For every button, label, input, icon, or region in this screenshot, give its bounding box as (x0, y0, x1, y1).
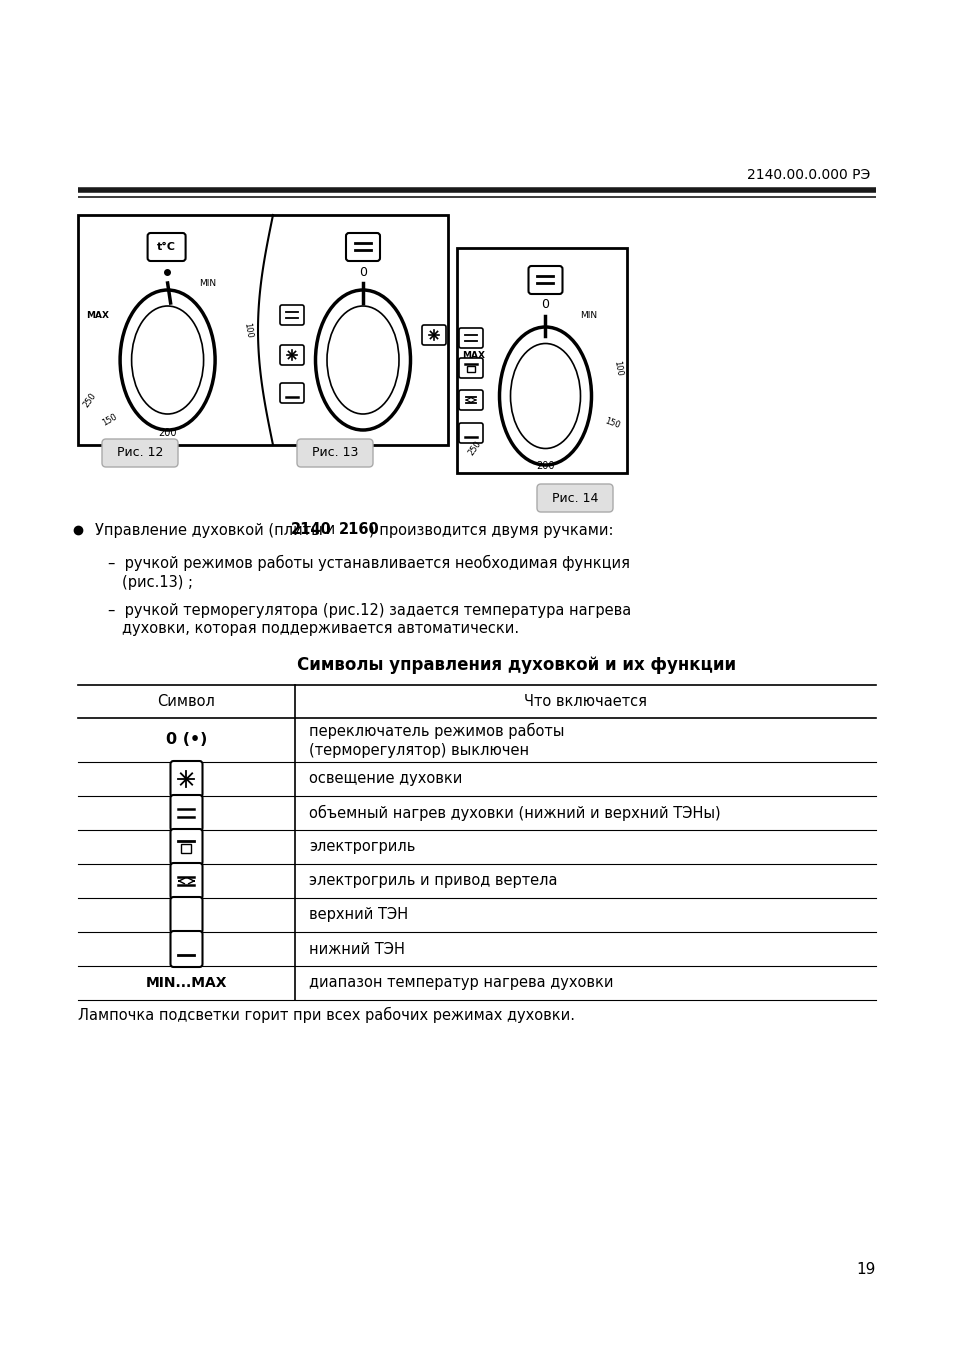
Text: переключатель режимов работы: переключатель режимов работы (309, 722, 564, 738)
Text: –  ручкой терморегулятора (рис.12) задается температура нагрева: – ручкой терморегулятора (рис.12) задает… (108, 602, 631, 617)
Text: 0: 0 (358, 266, 367, 279)
Ellipse shape (327, 306, 398, 414)
Text: MAX: MAX (461, 351, 484, 360)
FancyBboxPatch shape (280, 305, 304, 325)
Text: 100: 100 (242, 321, 253, 339)
FancyBboxPatch shape (171, 761, 202, 796)
Text: нижний ТЭН: нижний ТЭН (309, 941, 404, 957)
Text: 0 (•): 0 (•) (166, 733, 207, 748)
Text: Рис. 14: Рис. 14 (551, 491, 598, 505)
FancyBboxPatch shape (458, 390, 482, 410)
Ellipse shape (510, 343, 579, 448)
Text: Управление духовкой (плиты: Управление духовкой (плиты (95, 522, 327, 537)
FancyBboxPatch shape (148, 234, 186, 261)
FancyBboxPatch shape (467, 366, 475, 373)
FancyBboxPatch shape (171, 931, 202, 967)
Text: Символы управления духовкой и их функции: Символы управления духовкой и их функции (296, 656, 736, 674)
FancyBboxPatch shape (296, 439, 373, 467)
FancyBboxPatch shape (171, 896, 202, 933)
Text: объемный нагрев духовки (нижний и верхний ТЭНы): объемный нагрев духовки (нижний и верхни… (309, 805, 720, 821)
Text: ) производится двумя ручками:: ) производится двумя ручками: (369, 522, 613, 537)
Text: 250: 250 (466, 439, 483, 458)
Text: электрогриль и привод вертела: электрогриль и привод вертела (309, 873, 557, 888)
Text: (рис.13) ;: (рис.13) ; (122, 575, 193, 590)
FancyBboxPatch shape (171, 863, 202, 899)
FancyBboxPatch shape (171, 795, 202, 832)
Text: Рис. 12: Рис. 12 (116, 447, 163, 459)
FancyBboxPatch shape (280, 383, 304, 404)
Text: 100: 100 (612, 359, 623, 377)
Text: духовки, которая поддерживается автоматически.: духовки, которая поддерживается автомати… (122, 621, 518, 636)
FancyBboxPatch shape (537, 485, 613, 512)
Text: 200: 200 (158, 428, 176, 437)
FancyBboxPatch shape (102, 439, 178, 467)
Text: MIN: MIN (579, 312, 597, 320)
Text: освещение духовки: освещение духовки (309, 771, 462, 787)
Text: 19: 19 (856, 1262, 875, 1277)
FancyBboxPatch shape (171, 829, 202, 865)
Text: 150: 150 (101, 412, 119, 428)
FancyBboxPatch shape (458, 423, 482, 443)
Text: MIN: MIN (199, 278, 216, 288)
Text: MAX: MAX (86, 310, 109, 320)
FancyBboxPatch shape (458, 328, 482, 348)
Text: 2140.00.0.000 РЭ: 2140.00.0.000 РЭ (746, 167, 869, 182)
Text: верхний ТЭН: верхний ТЭН (309, 907, 408, 922)
Ellipse shape (120, 290, 214, 431)
Text: 2140: 2140 (291, 522, 332, 537)
FancyBboxPatch shape (528, 266, 562, 294)
FancyBboxPatch shape (280, 346, 304, 365)
Text: Лампочка подсветки горит при всех рабочих режимах духовки.: Лампочка подсветки горит при всех рабочи… (78, 1007, 575, 1023)
Text: диапазон температур нагрева духовки: диапазон температур нагрева духовки (309, 976, 613, 991)
FancyBboxPatch shape (181, 844, 192, 853)
Ellipse shape (499, 327, 591, 464)
Text: 2160: 2160 (338, 522, 379, 537)
Text: 200: 200 (536, 460, 554, 471)
Text: 250: 250 (82, 392, 98, 409)
Text: MIN...MAX: MIN...MAX (146, 976, 227, 990)
Text: электрогриль: электрогриль (309, 840, 415, 855)
FancyBboxPatch shape (346, 234, 379, 261)
Bar (78, 215, 448, 446)
Text: и: и (320, 522, 339, 537)
Text: t°C: t°C (157, 242, 176, 252)
FancyBboxPatch shape (458, 358, 482, 378)
FancyBboxPatch shape (421, 325, 446, 346)
Text: Символ: Символ (157, 694, 215, 710)
Text: –  ручкой режимов работы устанавливается необходимая функция: – ручкой режимов работы устанавливается … (108, 555, 629, 571)
Text: 150: 150 (602, 416, 620, 429)
Text: Что включается: Что включается (523, 694, 646, 710)
Text: Рис. 13: Рис. 13 (312, 447, 357, 459)
Text: (терморегулятор) выключен: (терморегулятор) выключен (309, 743, 529, 757)
Ellipse shape (315, 290, 410, 431)
Ellipse shape (132, 306, 203, 414)
Bar (456, 248, 626, 472)
Text: 0: 0 (541, 297, 549, 310)
